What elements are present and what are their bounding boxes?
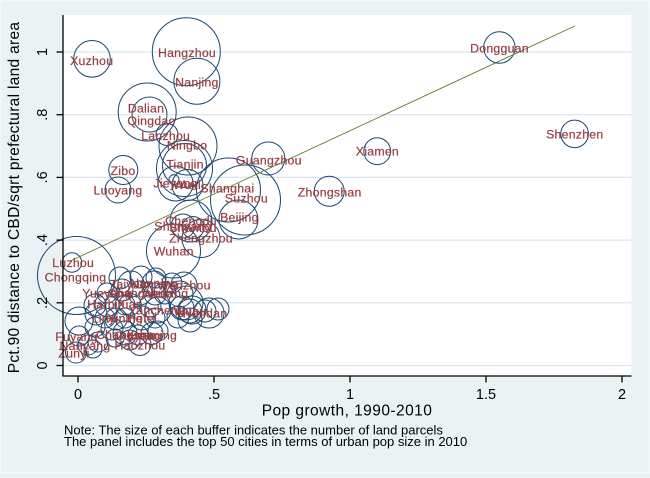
svg-text:Pct.90 distance to CBD/sqrt pr: Pct.90 distance to CBD/sqrt prefectural …: [6, 22, 23, 374]
svg-text:Shenyang: Shenyang: [154, 219, 211, 233]
svg-text:Kunming: Kunming: [127, 328, 177, 342]
svg-text:Lanzhou: Lanzhou: [141, 129, 190, 143]
svg-text:Zunyi: Zunyi: [58, 346, 89, 360]
svg-text:Pop growth, 1990-2010: Pop growth, 1990-2010: [262, 403, 433, 420]
svg-text:Shanghai: Shanghai: [200, 181, 254, 195]
svg-text:Xining: Xining: [107, 311, 143, 325]
svg-text:Linyi: Linyi: [92, 311, 119, 325]
svg-text:Yueyang: Yueyang: [82, 286, 132, 300]
svg-text:Nanjing: Nanjing: [175, 75, 218, 89]
svg-text:Qingdao: Qingdao: [127, 114, 175, 128]
svg-text:Tianjin: Tianjin: [166, 157, 204, 171]
svg-text:Note: The size of each buffer: Note: The size of each buffer indicates …: [64, 423, 443, 438]
svg-text:.4: .4: [35, 234, 51, 246]
svg-text:Yancheng: Yancheng: [129, 303, 185, 317]
svg-text:Jieyang: Jieyang: [153, 176, 197, 190]
svg-text:.8: .8: [35, 109, 51, 121]
svg-text:Luoyang: Luoyang: [94, 183, 143, 197]
svg-text:Changchun: Changchun: [107, 286, 172, 300]
svg-text:Dongguan: Dongguan: [470, 42, 529, 56]
svg-text:Xiamen: Xiamen: [356, 144, 399, 158]
svg-text:.5: .5: [208, 387, 220, 403]
svg-text:.2: .2: [35, 297, 51, 309]
svg-text:Dalian: Dalian: [128, 101, 164, 115]
svg-text:Hefei: Hefei: [127, 311, 157, 325]
svg-text:0: 0: [74, 387, 82, 403]
svg-text:0: 0: [35, 361, 51, 369]
svg-text:Ningbo: Ningbo: [167, 139, 207, 153]
svg-text:The panel includes the top 50: The panel includes the top 50 cities in …: [64, 434, 467, 449]
svg-text:Guiyang: Guiyang: [114, 329, 162, 343]
svg-text:Beijing: Beijing: [220, 210, 259, 224]
svg-text:Taiyuan: Taiyuan: [110, 277, 154, 291]
svg-text:Handan: Handan: [183, 306, 228, 320]
svg-text:Shantou: Shantou: [169, 221, 217, 235]
svg-text:Wuxi: Wuxi: [173, 178, 201, 192]
svg-text:Chongqing: Chongqing: [45, 270, 107, 284]
svg-text:Changsha: Changsha: [96, 328, 154, 342]
svg-text:Chengdu: Chengdu: [165, 214, 217, 228]
svg-text:Fuyang: Fuyang: [55, 330, 98, 344]
svg-text:1: 1: [35, 48, 51, 56]
svg-text:Suzhou: Suzhou: [225, 191, 268, 205]
svg-text:1: 1: [346, 387, 354, 403]
svg-text:Hangzhou: Hangzhou: [158, 46, 216, 60]
svg-text:Harbin: Harbin: [87, 297, 125, 311]
svg-text:Wuhu: Wuhu: [174, 304, 207, 318]
svg-text:Guangzhou: Guangzhou: [236, 153, 302, 167]
svg-text:Luzhou: Luzhou: [52, 256, 94, 270]
svg-text:.6: .6: [35, 171, 51, 183]
svg-text:Xuzhou: Xuzhou: [70, 54, 113, 68]
svg-text:Wenzhou: Wenzhou: [157, 278, 210, 292]
svg-text:Wuhan: Wuhan: [154, 244, 194, 258]
svg-text:Zhengzhou: Zhengzhou: [169, 231, 233, 245]
svg-text:Nanning: Nanning: [130, 276, 178, 290]
svg-text:Weifang: Weifang: [142, 286, 189, 300]
svg-text:2: 2: [618, 387, 626, 403]
svg-text:Zhongshan: Zhongshan: [298, 186, 362, 200]
svg-text:Haozhou: Haozhou: [115, 338, 166, 352]
svg-text:Shenzhen: Shenzhen: [546, 127, 603, 141]
svg-text:1.5: 1.5: [476, 387, 496, 403]
svg-text:Xian: Xian: [117, 297, 143, 311]
svg-text:Zibo: Zibo: [111, 164, 136, 178]
svg-text:Nanyang: Nanyang: [60, 339, 111, 353]
